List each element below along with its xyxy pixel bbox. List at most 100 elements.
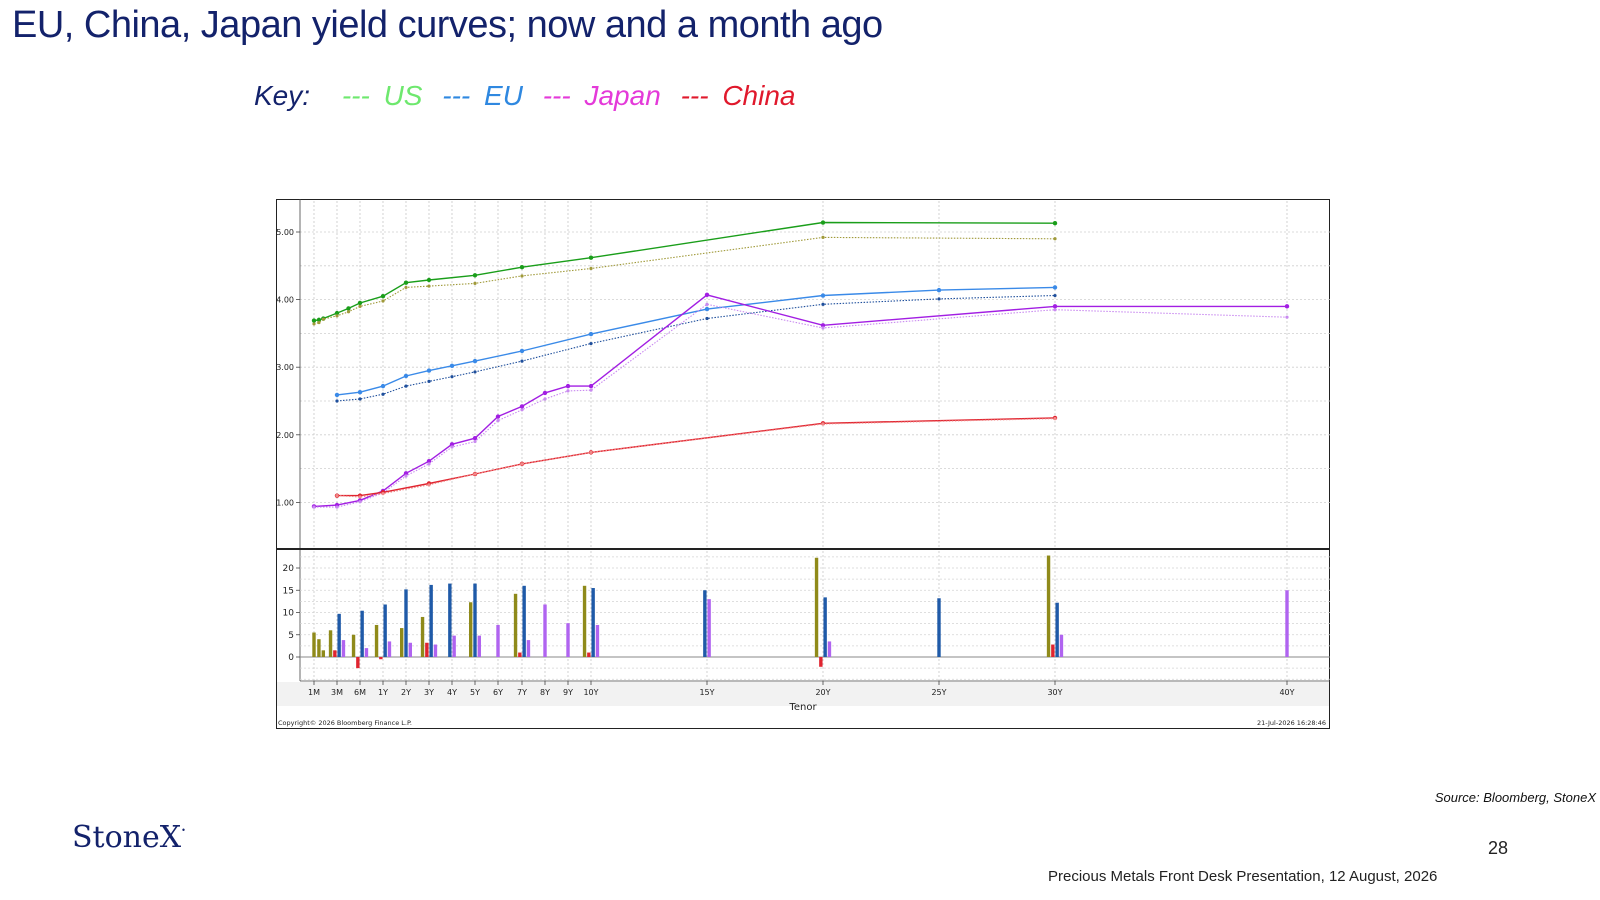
change-bar-4-2 [360, 610, 364, 657]
change-bar-4-1 [356, 657, 360, 669]
x-tick-label-4Y: 4Y [447, 688, 457, 697]
series-point-0-8 [426, 277, 432, 283]
change-bar-12-0 [543, 604, 547, 657]
key-eu: --- EU [442, 80, 529, 111]
series-point-7-8 [1053, 416, 1057, 421]
x-tick-label-6M: 6M [354, 688, 366, 697]
series-point-1-4 [346, 310, 351, 314]
change-bar-4-3 [364, 648, 369, 657]
change-bar-16-0 [814, 557, 819, 657]
series-point-4-16 [1284, 304, 1290, 309]
change-bar-16-3 [827, 641, 832, 657]
x-tick-label-3Y: 3Y [424, 688, 434, 697]
change-bar-0-0 [312, 632, 316, 657]
x-axis-label: Tenor [788, 702, 817, 713]
x-tick-label-20Y: 20Y [815, 688, 830, 697]
series-point-4-11 [565, 383, 571, 389]
x-tick-label-25Y: 25Y [931, 688, 946, 697]
series-point-0-9 [472, 273, 478, 278]
series-point-5-13 [705, 302, 709, 306]
y-tick-label-top-4: 5.00 [276, 228, 294, 237]
bottom-y-ticks: 20 15 10 5 0 [283, 564, 300, 663]
series-point-5-14 [821, 326, 825, 330]
change-bar-14-0 [582, 585, 587, 657]
series-point-2-2 [380, 383, 386, 389]
change-bar-6-2 [408, 642, 412, 657]
key-japan-name: Japan [584, 80, 661, 111]
change-bar-3-2 [337, 613, 341, 657]
series-point-1-9 [473, 281, 477, 285]
key-eu-name: EU [484, 80, 523, 111]
footer-text: Precious Metals Front Desk Presentation,… [1048, 868, 1438, 885]
change-bar-13-0 [566, 623, 570, 657]
series-point-4-7 [472, 435, 478, 441]
change-bar-9-1 [473, 583, 477, 657]
series-point-5-2 [358, 500, 362, 504]
series-point-5-9 [520, 408, 524, 412]
change-bar-8-1 [452, 635, 456, 657]
series-line-5 [314, 303, 1288, 508]
series-point-3-5 [450, 375, 454, 379]
stonex-logo-text: StoneX [72, 820, 182, 855]
series-point-1-6 [381, 299, 385, 303]
series-point-4-6 [449, 442, 455, 447]
series-point-3-9 [705, 316, 709, 321]
timestamp-text: 21-Jul-2026 16:28:46 [1257, 719, 1326, 727]
x-tick-label-6Y: 6Y [493, 688, 503, 697]
series-point-1-5 [358, 304, 362, 308]
series-point-0-0 [311, 318, 317, 323]
x-tick-label-5Y: 5Y [470, 688, 480, 697]
change-bar-3-1 [333, 650, 337, 657]
change-bar-8-0 [448, 583, 452, 657]
series-point-5-5 [427, 462, 431, 466]
series-point-4-13 [704, 292, 710, 298]
series-point-3-4 [427, 379, 431, 383]
x-tick-label-30Y: 30Y [1047, 688, 1062, 697]
x-tick-label-3M: 3M [331, 688, 343, 697]
series-point-7-5 [520, 462, 524, 466]
change-bar-1-0 [317, 639, 321, 657]
change-bar-15-0 [703, 590, 707, 657]
change-bar-15-1 [707, 599, 711, 657]
key-china-name: China [722, 80, 796, 111]
copyright-text: Copyright© 2026 Bloomberg Finance L.P. [278, 719, 412, 727]
change-bar-18-1 [1051, 644, 1055, 657]
series-point-5-4 [404, 474, 408, 478]
series-point-5-11 [566, 389, 570, 393]
key-japan-dash: --- [542, 80, 571, 111]
series-point-3-1 [358, 397, 362, 401]
series-point-3-3 [404, 384, 408, 388]
x-tick-label-9Y: 9Y [563, 688, 573, 697]
series-point-3-7 [520, 359, 524, 363]
x-tick-label-7Y: 7Y [517, 688, 527, 697]
series-point-1-0 [312, 322, 316, 326]
series-line-7 [336, 418, 1056, 498]
series-point-7-4 [473, 472, 477, 476]
key-japan: --- Japan [543, 80, 667, 111]
page-number: 28 [1488, 838, 1509, 858]
series-point-2-8 [588, 331, 594, 337]
series-point-3-2 [381, 392, 385, 396]
y-tick-label-bot-1: 15 [283, 586, 294, 596]
y-tick-label-top-3: 4.00 [276, 296, 294, 305]
change-bar-14-1 [587, 652, 591, 657]
series-line-1 [313, 236, 1056, 325]
change-bar-6-0 [400, 628, 404, 657]
series-point-7-0 [335, 494, 339, 498]
series-point-5-15 [1053, 308, 1057, 312]
y-tick-label-top-1: 2.00 [276, 431, 294, 440]
series-point-5-12 [589, 388, 593, 392]
series-point-0-6 [380, 294, 386, 299]
series-point-2-3 [403, 373, 409, 379]
series-point-1-1 [317, 320, 321, 325]
yield-lines [311, 220, 1290, 509]
series-point-1-11 [589, 266, 593, 271]
series-point-7-7 [821, 422, 825, 426]
series-point-0-5 [357, 300, 363, 306]
series-point-1-8 [427, 284, 431, 288]
legend-key: Key: --- US --- EU --- Japan --- China [254, 80, 808, 112]
change-bar-19-0 [1285, 590, 1289, 657]
series-point-5-10 [543, 397, 547, 401]
x-tick-label-1M: 1M [308, 688, 320, 697]
series-point-0-11 [588, 255, 594, 260]
